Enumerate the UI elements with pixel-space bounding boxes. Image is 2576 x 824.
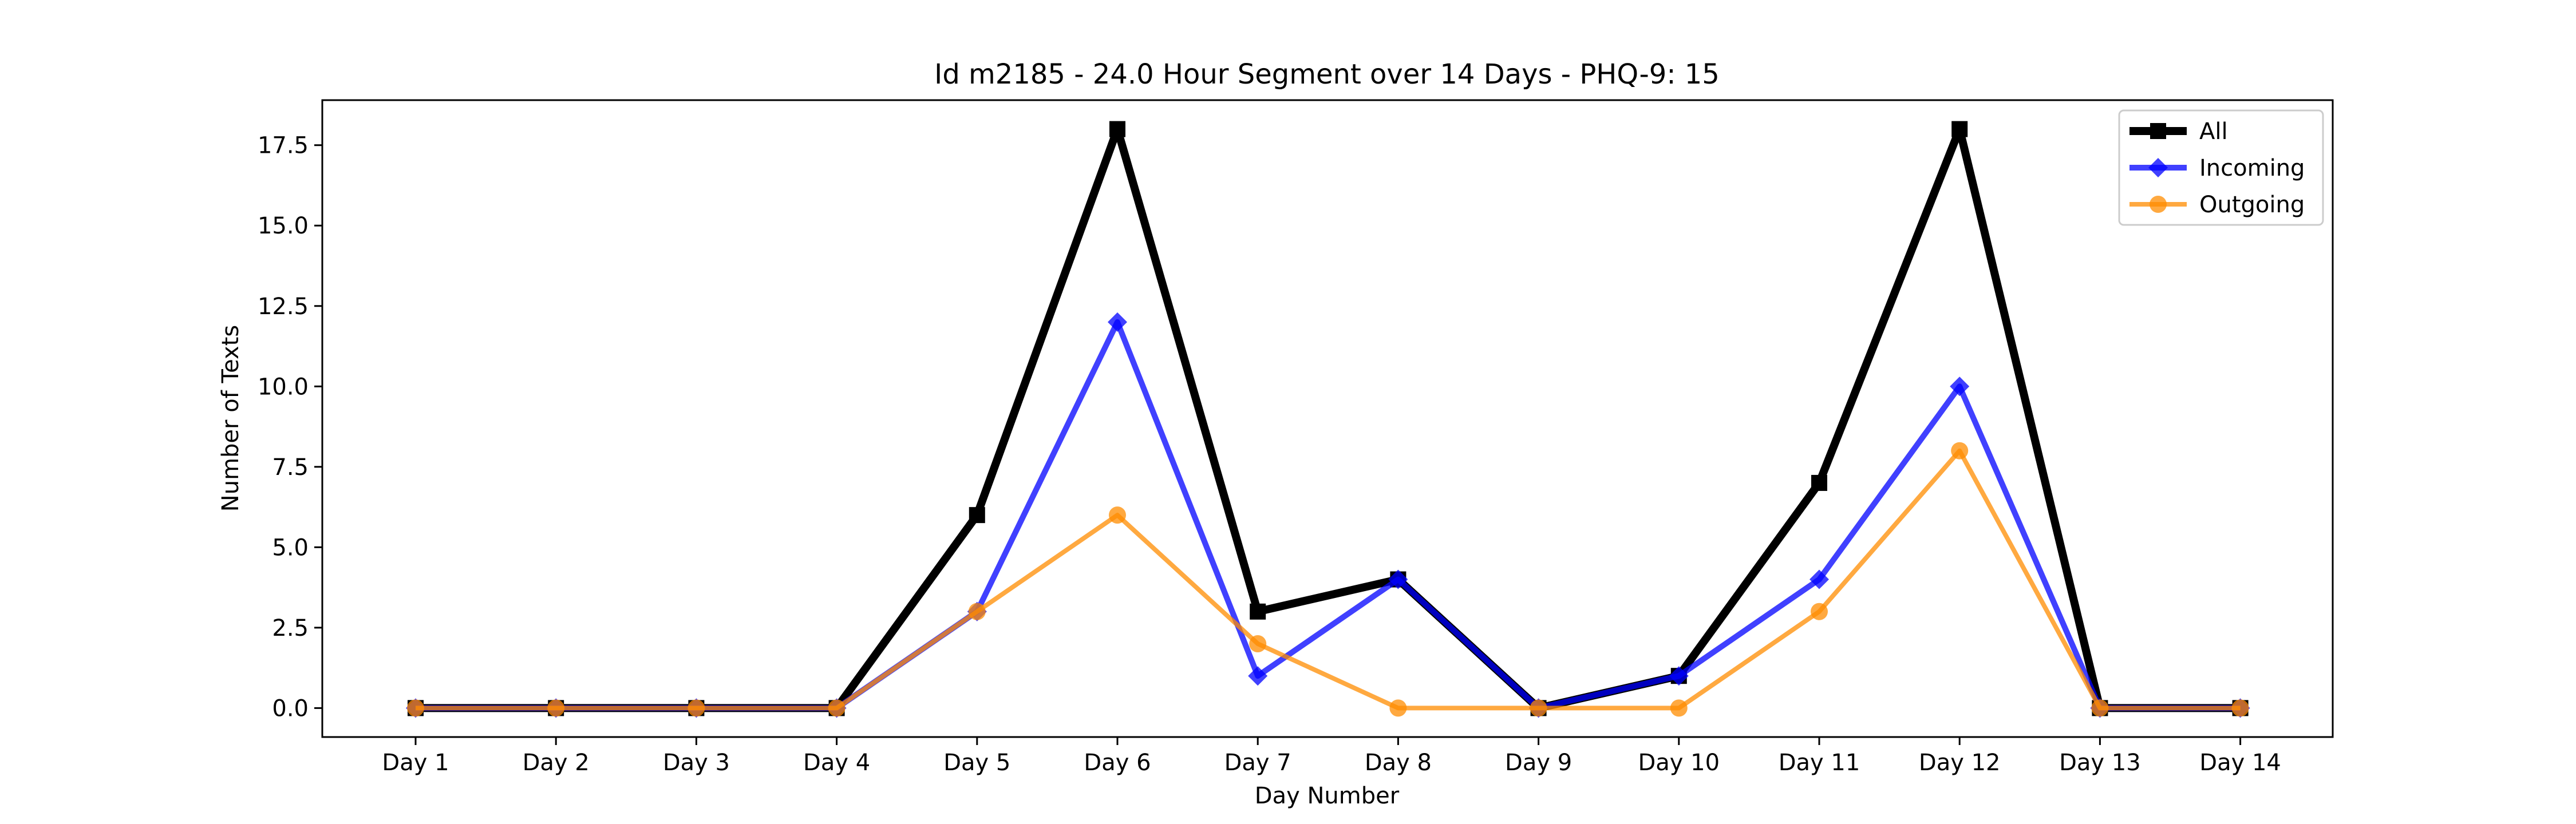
y-tick-label: 17.5 [258,133,309,159]
series-line-all [416,125,2241,712]
series-line-outgoing [416,448,2241,711]
data-point-outgoing [828,699,846,717]
x-axis-label: Day Number [1255,783,1400,809]
y-axis: 0.0 2.5 5.0 7.5 10.0 12.5 15.0 17.5 [258,133,322,722]
x-tick-label: Day 14 [2199,750,2281,776]
x-tick-label: Day 8 [1365,750,1432,776]
data-point-outgoing [1951,442,1969,459]
series-incoming [406,312,2250,718]
series-outgoing [407,442,2249,717]
y-axis-label: Number of Texts [218,325,244,512]
legend-label: Incoming [2199,155,2305,181]
chart-title: Id m2185 - 24.0 Hour Segment over 14 Day… [934,58,1720,90]
series-line-incoming [416,319,2241,711]
legend-label: Outgoing [2199,192,2305,218]
legend-marker [2150,196,2167,213]
legend: All Incoming Outgoing [2118,109,2324,226]
data-point-incoming [1108,312,1127,332]
data-point-outgoing [688,699,705,717]
legend-item-all: All [2129,118,2228,145]
x-axis: Day 1 Day 2 Day 3 Day 4 Day 5 Day 6 Day 7 Day 8… [382,737,2281,776]
series-layer [406,121,2250,718]
legend-item-outgoing: Outgoing [2129,192,2305,218]
legend-box [2118,109,2324,226]
x-tick-label: Day 1 [382,750,449,776]
x-tick-label: Day 6 [1084,750,1151,776]
legend-label: All [2199,118,2228,145]
x-tick-label: Day 13 [2059,750,2141,776]
plot-area [321,99,2334,738]
legend-item-incoming: Incoming [2129,155,2305,181]
x-tick-label: Day 7 [1224,750,1291,776]
x-tick-label: Day 9 [1505,750,1572,776]
legend-marker [2148,158,2168,177]
y-tick-label: 15.0 [258,213,309,239]
data-point-outgoing [968,603,986,620]
x-tick-label: Day 2 [523,750,590,776]
data-point-incoming [1669,666,1689,686]
legend-marker [2150,123,2166,139]
x-tick-label: Day 11 [1779,750,1860,776]
data-point-outgoing [1670,699,1688,717]
y-tick-label: 2.5 [272,615,309,641]
data-point-outgoing [547,699,565,717]
data-point-outgoing [2231,699,2249,717]
data-point-all [1250,603,1266,620]
x-tick-label: Day 4 [803,750,870,776]
data-point-all [1811,474,1827,491]
data-point-incoming [1950,377,1970,397]
data-point-outgoing [2091,699,2109,717]
y-tick-label: 5.0 [272,534,309,561]
data-point-all [969,507,985,524]
data-point-all [1109,121,1125,137]
data-point-outgoing [1389,699,1407,717]
data-point-outgoing [1811,603,1828,620]
data-point-all [1951,121,1968,137]
x-tick-label: Day 10 [1638,750,1720,776]
data-point-outgoing [1530,699,1547,717]
y-tick-label: 0.0 [272,695,309,722]
x-tick-label: Day 3 [663,750,730,776]
data-point-outgoing [1249,635,1267,652]
y-tick-label: 10.0 [258,374,309,400]
x-tick-label: Day 12 [1919,750,2001,776]
data-point-incoming [1809,569,1829,589]
y-tick-label: 12.5 [258,294,309,320]
data-point-incoming [1388,569,1408,589]
data-point-incoming [1248,666,1268,686]
data-point-outgoing [407,699,424,717]
data-point-outgoing [1109,506,1126,524]
x-tick-label: Day 5 [943,750,1010,776]
y-tick-label: 7.5 [272,454,309,481]
